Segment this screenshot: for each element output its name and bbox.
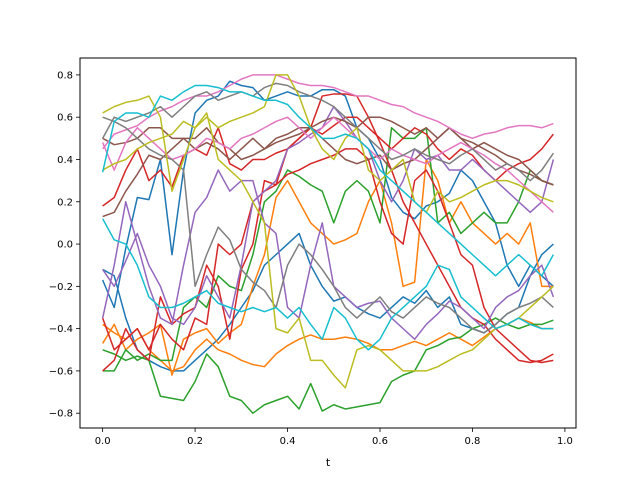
series-line-9 [102,116,554,207]
y-axis-ticks: −0.8 −0.6 −0.4 −0.2 0.0 0.2 0.4 0.6 0.8 [49,70,80,420]
series-line-10 [102,105,555,326]
series-line-16 [102,116,554,334]
y-tick-label: 0.2 [57,197,73,208]
series-line-8 [101,148,554,364]
y-tick-label: 0.0 [57,240,73,251]
series-line-11 [101,169,555,340]
x-tick-label: 1.0 [557,436,573,447]
series-line-3 [102,158,554,376]
x-tick-label: 0.4 [280,436,296,447]
series-line-1 [101,80,554,309]
y-tick-label: −0.2 [49,282,73,293]
series-line-21 [101,218,554,351]
y-tick-label: −0.4 [49,324,73,335]
series-line-18 [102,74,554,214]
x-tick-label: 0.2 [187,436,203,447]
series-line-7 [102,93,554,372]
series-line-19 [102,112,554,389]
x-tick-label: 0.0 [95,436,111,447]
series-line-15 [101,116,554,213]
series-line-6 [102,127,554,372]
series-line-14 [102,74,554,150]
series-line-4 [102,317,554,372]
series-line-5 [102,317,554,414]
y-tick-label: 0.6 [57,113,73,124]
x-axis-ticks: 0.0 0.2 0.4 0.6 0.8 1.0 [95,428,573,447]
plot-frame [79,57,577,429]
y-tick-label: 0.8 [57,70,73,81]
x-tick-label: 0.6 [372,436,388,447]
series-line-13 [102,127,554,186]
series-line-20 [101,84,555,277]
y-tick-label: −0.6 [49,366,73,377]
y-tick-label: 0.4 [57,155,73,166]
series-layer [101,74,555,414]
series-line-17 [101,82,554,182]
x-axis-label: t [326,456,331,469]
x-tick-label: 0.8 [465,436,481,447]
y-tick-label: −0.8 [49,409,73,420]
